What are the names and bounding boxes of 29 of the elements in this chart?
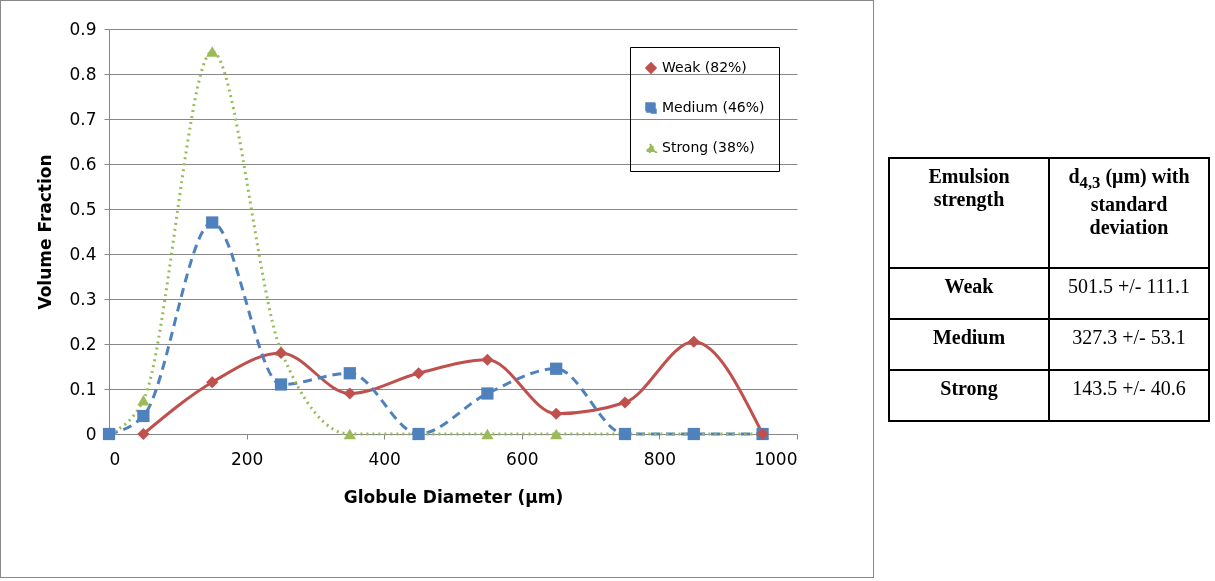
y-tick-label: 0.1 bbox=[69, 378, 97, 399]
text: Weak bbox=[889, 267, 1049, 319]
text: Strong bbox=[889, 369, 1049, 421]
text: Emulsion strength bbox=[889, 157, 1049, 268]
y-tick-label: 0.4 bbox=[69, 243, 97, 264]
text: d$_{4,3}$ (μm) with standard deviation bbox=[1049, 157, 1209, 268]
text: 501.5 +/- 111.1 bbox=[1049, 267, 1209, 319]
text: 327.3 +/- 53.1 bbox=[1049, 318, 1209, 370]
legend-label: Strong (38%) bbox=[662, 139, 755, 155]
y-tick-label: 0.2 bbox=[69, 333, 97, 354]
y-tick-label: 0.3 bbox=[69, 288, 97, 309]
y-tick-label: 0.5 bbox=[69, 198, 97, 219]
x-tick-label: 200 bbox=[230, 448, 264, 469]
y-tick-label: 0.7 bbox=[69, 108, 97, 129]
x-tick-label: 600 bbox=[506, 448, 539, 469]
legend-label: Weak (82%) bbox=[662, 59, 747, 75]
x-tick-label: 800 bbox=[643, 448, 677, 469]
x-tick-label: 1000 bbox=[754, 448, 798, 469]
y-tick-label: 0 bbox=[85, 423, 97, 444]
text: 143.5 +/- 40.6 bbox=[1049, 369, 1209, 421]
y-tick-label: 0.8 bbox=[69, 63, 97, 84]
legend-label: Medium (46%) bbox=[662, 99, 765, 115]
y-tick-label: 0.6 bbox=[69, 153, 97, 174]
y-tick-label: 0.9 bbox=[69, 18, 97, 39]
x-axis-title: Globule Diameter (μm) bbox=[343, 486, 564, 507]
text: Medium bbox=[889, 318, 1049, 370]
x-tick-label: 400 bbox=[368, 448, 401, 469]
x-tick-label: 0 bbox=[109, 448, 121, 469]
y-axis-title: Volume Fraction bbox=[35, 154, 56, 310]
